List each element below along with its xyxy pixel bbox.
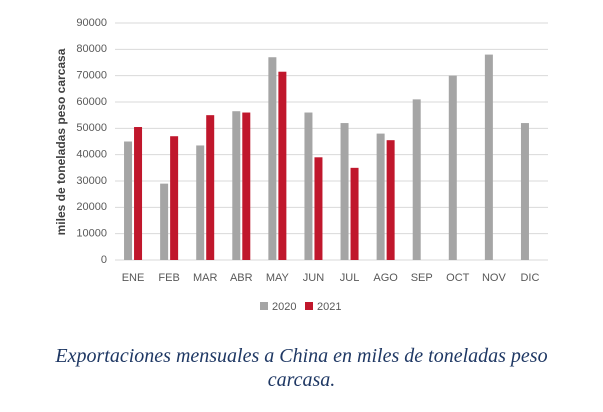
y-tick-label: 70000 xyxy=(76,70,107,82)
bar xyxy=(386,140,395,260)
bar xyxy=(520,123,529,260)
x-tick-label: MAY xyxy=(266,272,290,284)
legend-swatch xyxy=(260,302,268,310)
bar xyxy=(160,183,169,260)
bar xyxy=(412,99,421,260)
y-axis-label: miles de toneladas peso carcasa xyxy=(54,48,68,235)
bar xyxy=(268,57,277,260)
legend-label: 2020 xyxy=(272,301,296,313)
y-tick-label: 0 xyxy=(101,254,107,266)
y-tick-label: 80000 xyxy=(76,43,107,55)
bar xyxy=(278,71,287,260)
bar xyxy=(196,145,205,260)
x-tick-label: FEB xyxy=(158,272,179,284)
x-tick-label: JUN xyxy=(303,272,324,284)
bar xyxy=(242,112,251,261)
y-tick-label: 50000 xyxy=(76,122,107,134)
y-tick-label: 30000 xyxy=(76,175,107,187)
bar xyxy=(124,141,133,260)
bar xyxy=(206,115,215,261)
y-tick-label: 60000 xyxy=(76,96,107,108)
bar xyxy=(304,112,313,261)
legend-label: 2021 xyxy=(317,301,341,313)
y-tick-label: 20000 xyxy=(76,201,107,213)
x-tick-label: NOV xyxy=(482,272,507,284)
x-tick-label: ABR xyxy=(230,272,253,284)
x-tick-label: DIC xyxy=(520,272,539,284)
bar xyxy=(448,75,457,261)
x-tick-label: MAR xyxy=(193,272,218,284)
x-tick-label: ENE xyxy=(122,272,145,284)
x-tick-label: OCT xyxy=(446,272,470,284)
caption: Exportaciones mensuales a China en miles… xyxy=(55,345,548,391)
x-tick-label: AGO xyxy=(373,272,398,284)
y-tick-label: 40000 xyxy=(76,149,107,161)
bar xyxy=(170,136,179,260)
y-tick-label: 10000 xyxy=(76,228,107,240)
bar xyxy=(134,127,143,261)
x-tick-label: SEP xyxy=(411,272,433,284)
bar xyxy=(232,111,241,260)
bar xyxy=(350,167,359,260)
bar xyxy=(484,54,493,260)
x-tick-label: JUL xyxy=(340,272,360,284)
chart: miles de toneladas peso carcasa 0 10000 20… xyxy=(54,17,548,313)
legend-swatch xyxy=(305,302,313,310)
bar xyxy=(340,123,349,260)
y-tick-label: 90000 xyxy=(76,17,107,29)
bar xyxy=(376,133,385,260)
bar xyxy=(314,157,323,260)
